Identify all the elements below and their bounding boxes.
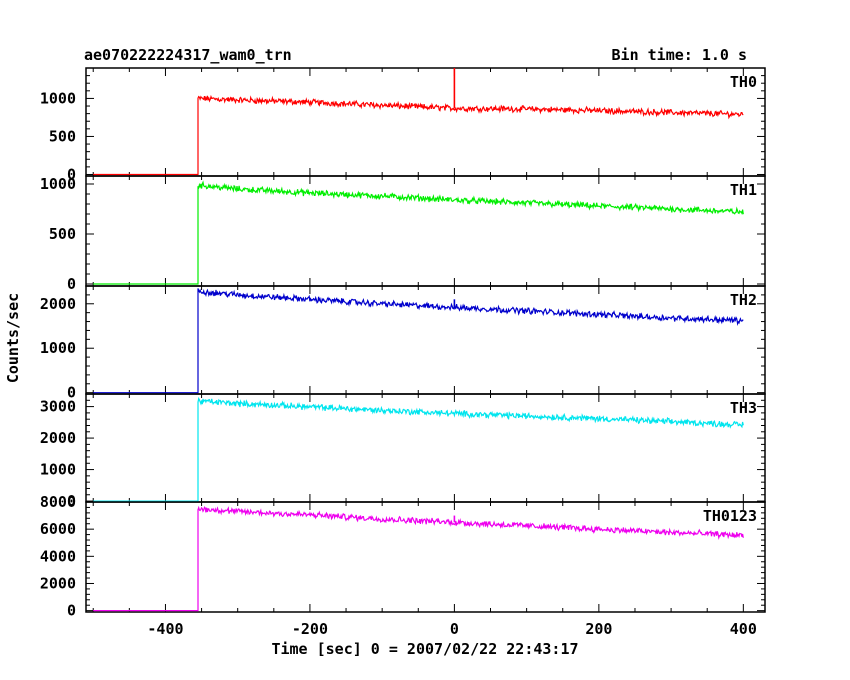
y-tick-label: 1000 xyxy=(40,89,76,107)
y-tick-label: 0 xyxy=(67,275,76,293)
panel-frame xyxy=(85,285,766,395)
panel-frame xyxy=(85,67,766,177)
panel-label: TH0123 xyxy=(703,507,757,525)
y-tick-label: 0 xyxy=(67,384,76,402)
y-tick-label: 2000 xyxy=(40,574,76,592)
y-tick-label: 3000 xyxy=(40,398,76,416)
x-tick-label: -400 xyxy=(147,620,183,638)
x-tick-label: -200 xyxy=(292,620,328,638)
y-tick-label: 4000 xyxy=(40,547,76,565)
panel-frame xyxy=(85,393,766,503)
panel-th0: 0 500 1000 TH0 xyxy=(40,67,766,183)
panel-th0123: 0 2000 4000 6000 8000 TH0123 xyxy=(40,493,766,620)
light-curve-th3 xyxy=(93,396,744,502)
y-tick-label: 2000 xyxy=(40,429,76,447)
panel-th3: 0 1000 2000 3000 TH3 xyxy=(40,393,766,510)
light-curve-th0123 xyxy=(93,505,744,612)
bin-time-label: Bin time: 1.0 s xyxy=(612,46,747,64)
x-tick-label: 0 xyxy=(450,620,459,638)
y-tick-label: 500 xyxy=(49,127,76,145)
panel-label: TH0 xyxy=(730,73,757,91)
y-tick-label: 2000 xyxy=(40,295,76,313)
panel-frame xyxy=(85,175,766,287)
y-tick-label: 0 xyxy=(67,602,76,620)
chart-title: ae070222224317_wam0_trn xyxy=(84,46,292,64)
panel-th2: 0 1000 2000 TH2 xyxy=(40,285,766,402)
light-curve-th1 xyxy=(93,180,744,285)
y-tick-label: 0 xyxy=(67,492,76,510)
light-curve-th2 xyxy=(93,288,744,394)
x-tick-label: 400 xyxy=(730,620,757,638)
y-tick-label: 1000 xyxy=(40,175,76,193)
panel-th1: 0 500 1000 TH1 xyxy=(40,175,766,293)
y-tick-label: 8000 xyxy=(40,493,76,511)
y-tick-label: 500 xyxy=(49,225,76,243)
y-tick-label: 1000 xyxy=(40,461,76,479)
panel-label: TH2 xyxy=(730,291,757,309)
panel-label: TH3 xyxy=(730,399,757,417)
light-curve-th0 xyxy=(93,94,744,176)
panel-label: TH1 xyxy=(730,181,757,199)
panel-frame xyxy=(85,501,766,613)
y-tick-label: 0 xyxy=(67,165,76,183)
x-axis-label: Time [sec] 0 = 2007/02/22 22:43:17 xyxy=(271,640,578,658)
y-tick-label: 1000 xyxy=(40,339,76,357)
y-axis-label: Counts/sec xyxy=(4,293,22,383)
x-tick-label: 200 xyxy=(585,620,612,638)
y-tick-label: 6000 xyxy=(40,520,76,538)
